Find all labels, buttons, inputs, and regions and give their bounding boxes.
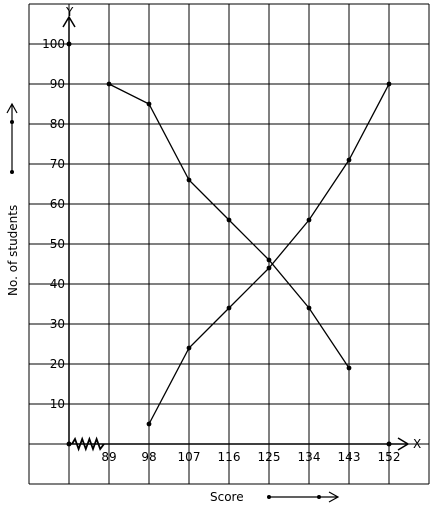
axis-break-zigzag [71, 436, 105, 452]
y-axis-arrowhead [62, 15, 76, 28]
x-tick-label: 116 [218, 450, 241, 464]
series-1-point [186, 345, 192, 351]
x-tick-label: 107 [178, 450, 201, 464]
x-tick-label: 89 [101, 450, 116, 464]
origin-point [66, 441, 72, 447]
x-tick-label: 134 [298, 450, 321, 464]
x-direction-dot [267, 495, 271, 499]
x-axis-title: Score [210, 490, 244, 504]
y-axis-top-point [66, 41, 72, 47]
series-1-point [226, 305, 232, 311]
y-tick-label: 80 [50, 117, 65, 131]
axes [6, 15, 410, 503]
y-tick-label: 90 [50, 77, 65, 91]
y-tick-label: 40 [50, 277, 65, 291]
x-tick-label: 152 [378, 450, 401, 464]
y-direction-dot [10, 120, 14, 124]
x-direction-arrowhead [328, 491, 340, 503]
series-2-point [226, 217, 232, 223]
x-tick-label: 143 [338, 450, 361, 464]
series-1-point [346, 157, 352, 163]
series-2-point [146, 101, 152, 107]
series-2-point [266, 257, 272, 263]
tick-labels: 89 98 107 116 125 134 143 152 10 20 30 40 50 60 70 80 90… [42, 37, 400, 464]
series-2-point [306, 305, 312, 311]
y-axis-letter: Y [65, 5, 74, 19]
y-direction-arrowhead [6, 102, 18, 114]
grid [28, 3, 430, 485]
x-axis-letter: X [413, 437, 421, 451]
y-axis-title: No. of students [6, 205, 20, 296]
x-direction-dot [317, 495, 321, 499]
y-tick-label: 30 [50, 317, 65, 331]
x-axis-arrowhead [397, 437, 410, 451]
x-axis-end-point [386, 441, 392, 447]
series-1-point [266, 265, 272, 271]
series-1-point [386, 81, 392, 87]
series-2-point [346, 365, 352, 371]
y-tick-label: 70 [50, 157, 65, 171]
y-direction-dot [10, 170, 14, 174]
x-tick-label: 98 [141, 450, 156, 464]
y-tick-label: 100 [42, 37, 65, 51]
y-tick-label: 20 [50, 357, 65, 371]
x-tick-label: 125 [258, 450, 281, 464]
series-1-point [306, 217, 312, 223]
series-2-point [186, 177, 192, 183]
series-2-point [106, 81, 112, 87]
y-tick-label: 10 [50, 397, 65, 411]
series-1-point [146, 421, 152, 427]
y-tick-label: 50 [50, 237, 65, 251]
y-tick-label: 60 [50, 197, 65, 211]
series-group [106, 81, 392, 427]
